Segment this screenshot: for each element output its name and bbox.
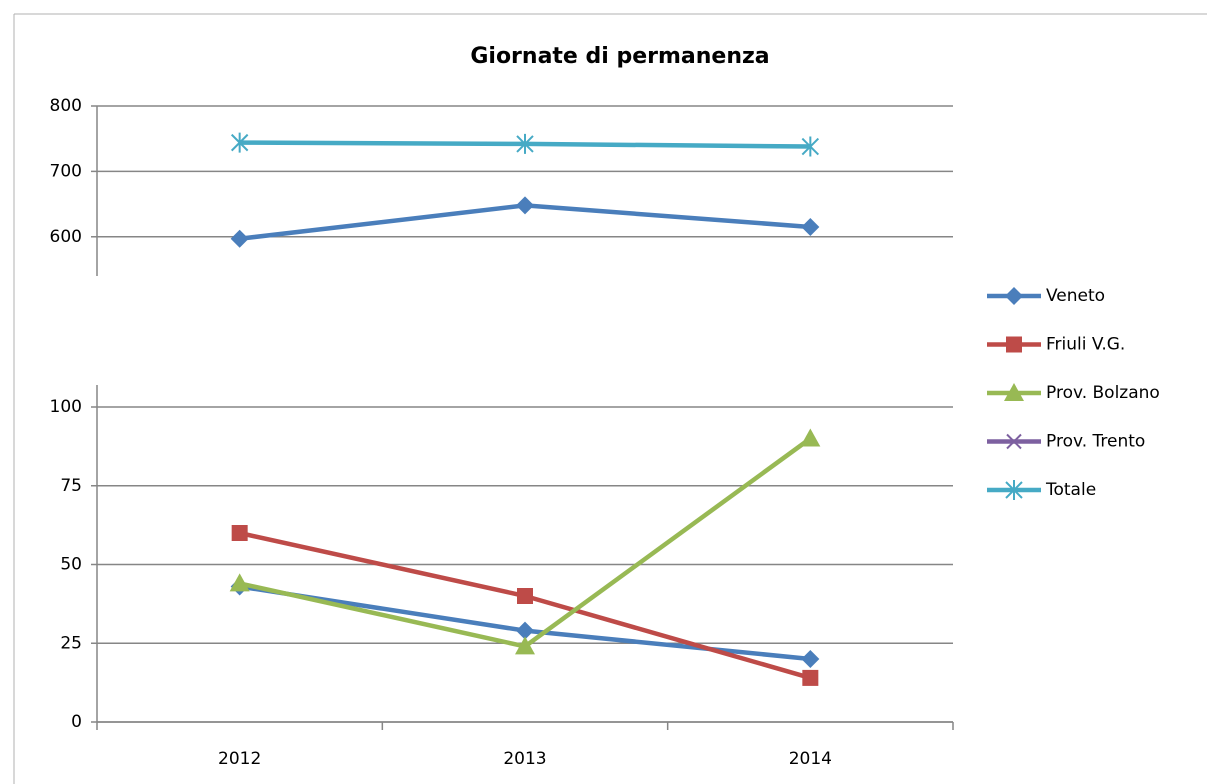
marker <box>515 636 535 655</box>
marker <box>800 428 821 447</box>
marker <box>230 229 249 248</box>
y-tick-label: 100 <box>50 397 82 417</box>
y-tick-label: 25 <box>60 633 82 653</box>
marker <box>801 217 820 236</box>
marker <box>516 133 534 154</box>
x-tick-label: 2012 <box>218 749 261 769</box>
marker <box>517 588 533 604</box>
marker <box>229 573 250 592</box>
legend-label: Totale <box>1045 480 1096 500</box>
legend-marker <box>1005 287 1023 305</box>
legend-marker <box>1006 336 1022 353</box>
legend-label: Friuli V.G. <box>1046 335 1125 355</box>
marker <box>231 525 248 541</box>
y-tick-label: 800 <box>50 96 82 116</box>
x-tick-label: 2014 <box>789 749 832 769</box>
legend-label: Prov. Trento <box>1046 432 1145 452</box>
legend-label: Veneto <box>1046 286 1105 306</box>
legend-label: Prov. Bolzano <box>1046 383 1160 403</box>
legend-marker <box>1005 480 1023 500</box>
chart-title: Giornate di permanenza <box>470 44 769 69</box>
legend-marker <box>1004 383 1024 401</box>
marker <box>230 132 249 153</box>
y-tick-label: 75 <box>60 476 82 496</box>
marker <box>802 669 819 686</box>
y-tick-label: 700 <box>50 161 82 181</box>
x-tick-label: 2013 <box>503 749 546 769</box>
legend-marker <box>1006 433 1022 450</box>
marker <box>516 196 534 215</box>
marker <box>516 621 534 640</box>
y-tick-label: 0 <box>71 712 82 732</box>
y-tick-label: 600 <box>50 227 82 247</box>
y-tick-label: 50 <box>60 555 82 575</box>
marker <box>801 136 820 157</box>
marker <box>801 650 820 668</box>
